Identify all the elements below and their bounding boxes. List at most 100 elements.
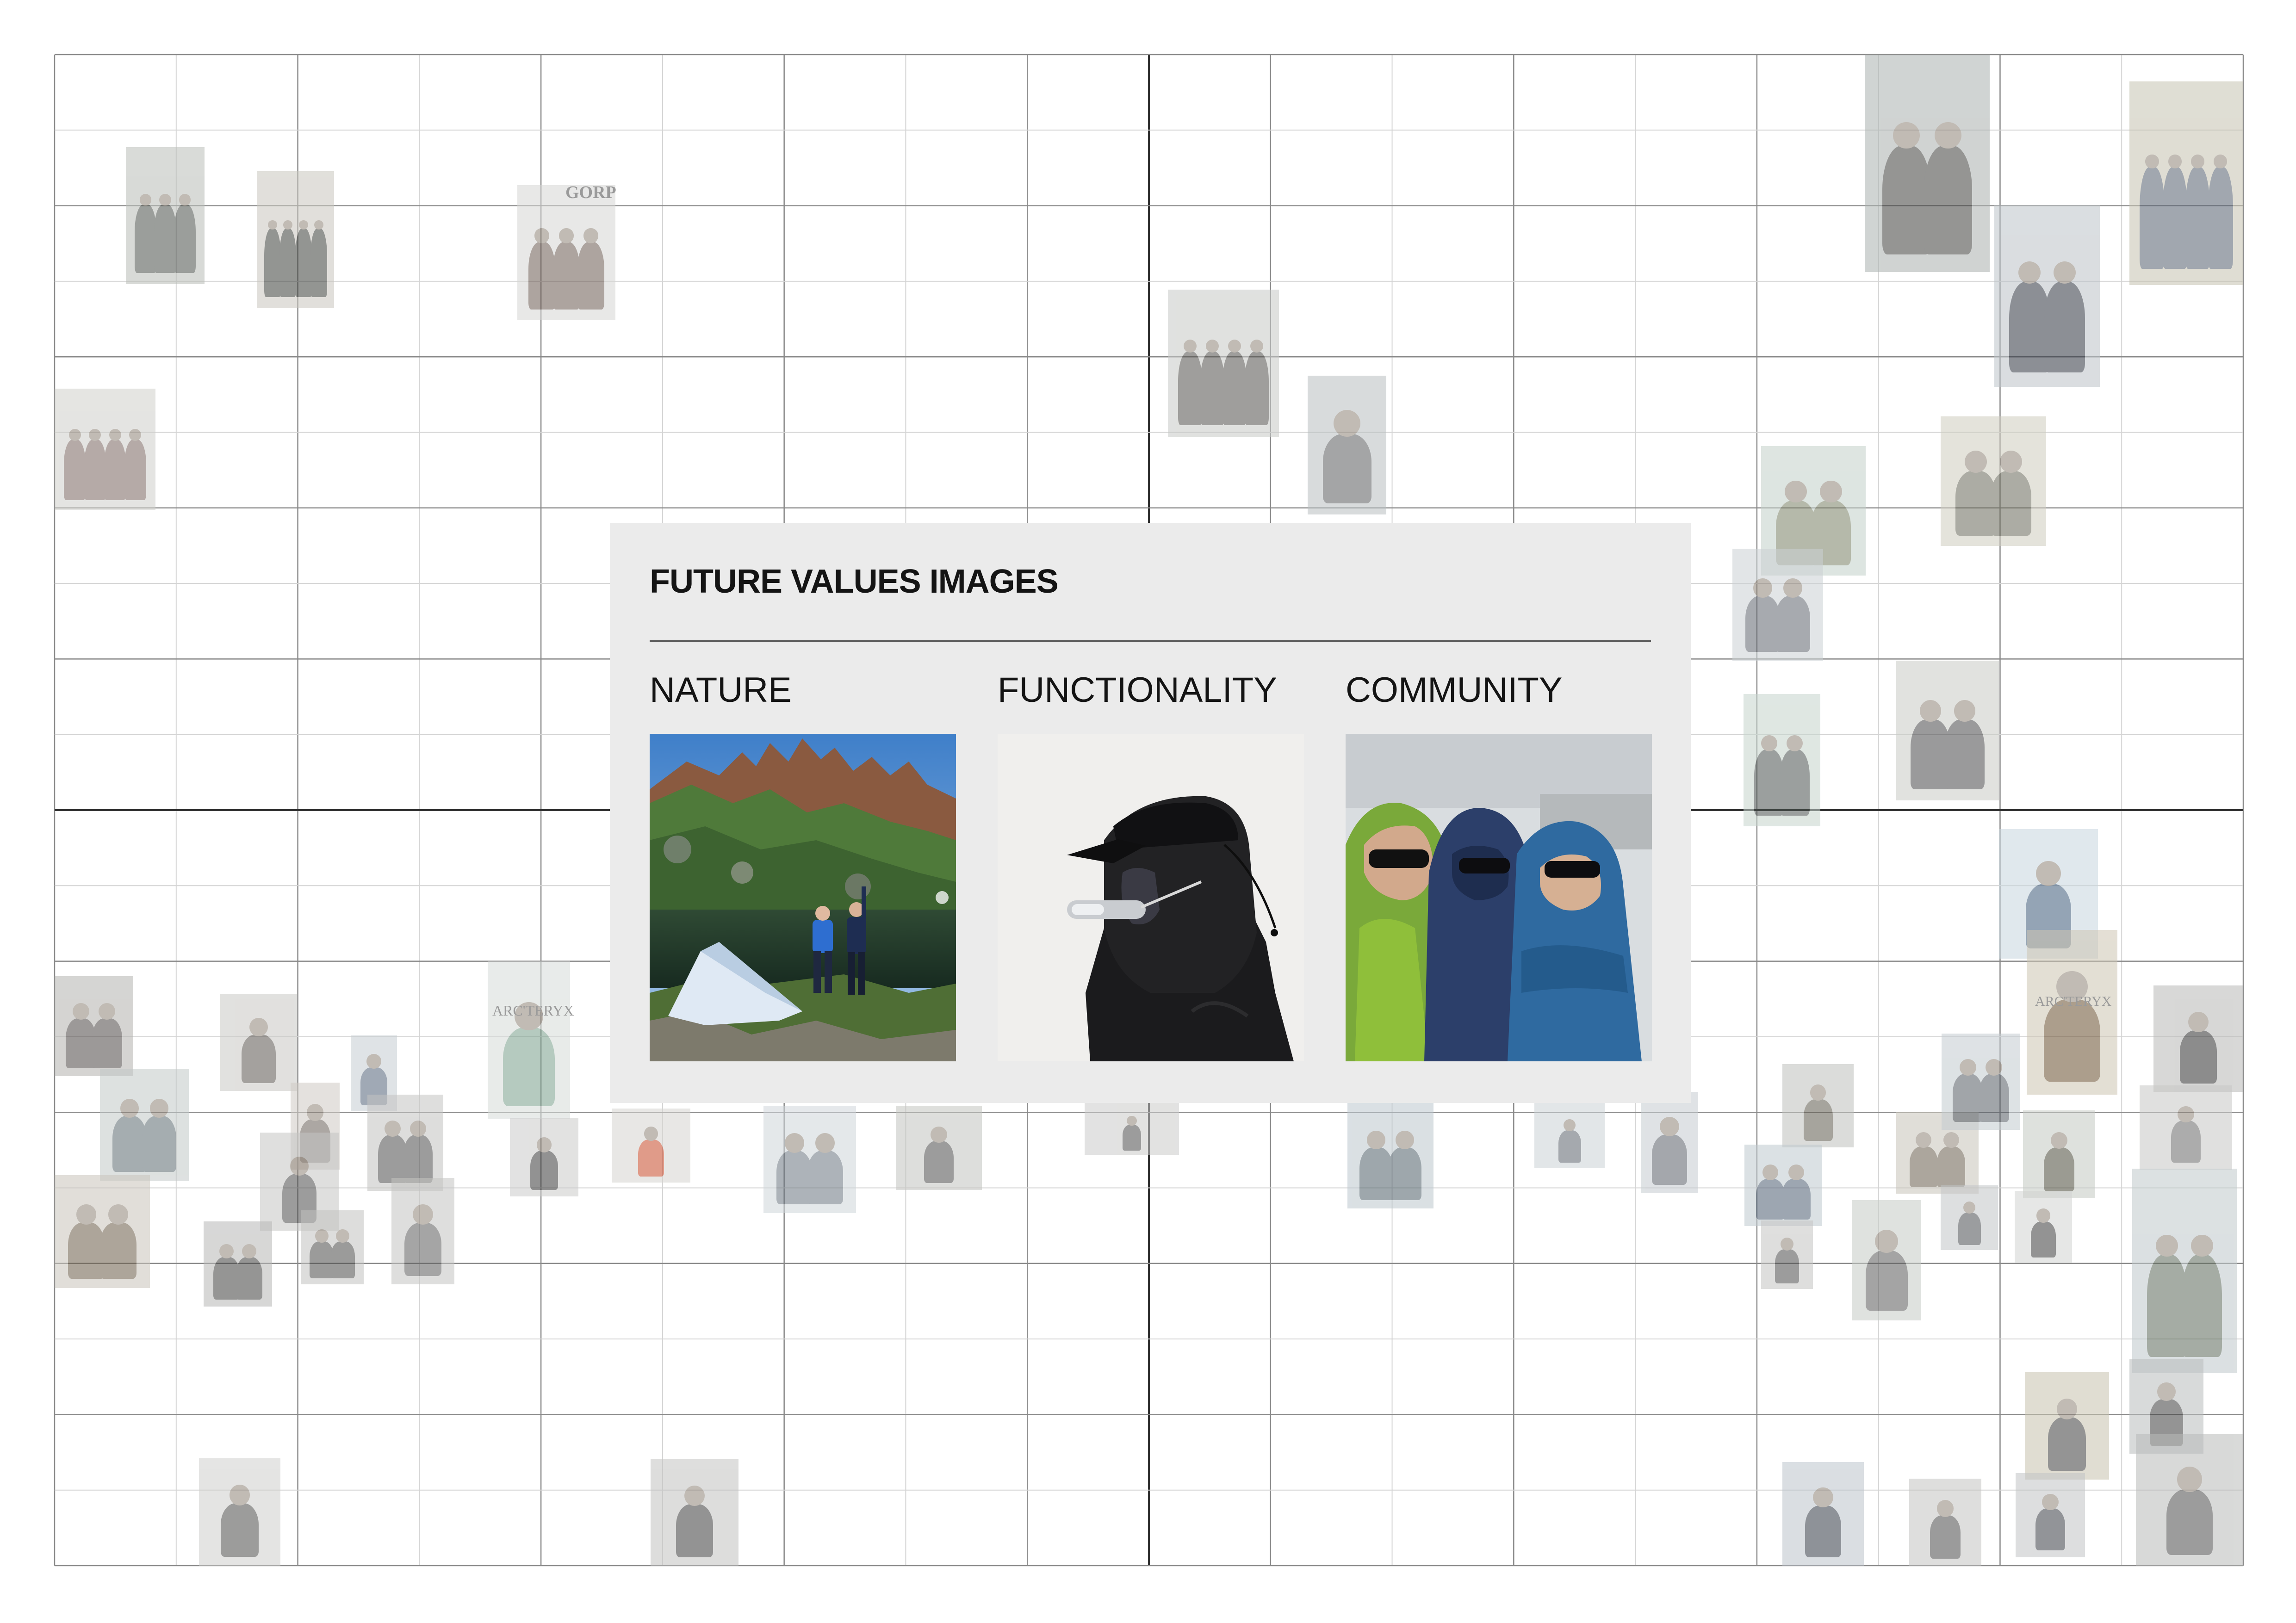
thumbnail-figure-head — [89, 428, 101, 441]
thumbnail-figure-head — [558, 228, 574, 243]
thumbnail-figure — [295, 229, 312, 297]
thumbnail-figure-head — [242, 1244, 257, 1259]
thumbnail-figure-head — [2157, 1382, 2176, 1401]
background-photo-thumbnail — [2129, 81, 2243, 285]
background-photo-thumbnail — [2016, 1473, 2085, 1557]
thumbnail-figure-head — [108, 1204, 129, 1225]
thumbnail-figure-head — [534, 228, 550, 243]
thumbnail-figure-head — [290, 1157, 309, 1176]
thumbnail-figure — [807, 1151, 843, 1205]
background-photo-thumbnail — [1761, 1220, 1813, 1289]
thumbnail-figure-head — [1893, 122, 1920, 149]
thumbnail-figure — [1178, 351, 1203, 425]
thumbnail-figure — [1805, 1505, 1842, 1558]
thumbnail-figure-head — [412, 1204, 434, 1225]
background-photo-thumbnail — [391, 1178, 454, 1284]
thumbnail-figure — [1945, 719, 1985, 789]
thumbnail-figure — [1955, 471, 1996, 536]
thumbnail-figure — [2044, 281, 2085, 372]
thumbnail-figure-head — [99, 1003, 116, 1020]
thumbnail-figure-head — [1813, 1487, 1833, 1508]
thumbnail-figure — [221, 1503, 259, 1557]
alpine-lake-tent-photo[interactable] — [650, 734, 956, 1061]
thumbnail-figure-head — [1964, 451, 1987, 473]
thumbnail-figure — [2140, 167, 2165, 269]
thumbnail-figure-head — [1963, 1201, 1976, 1214]
thumbnail-figure-head — [1183, 339, 1197, 353]
thumbnail-figure — [154, 204, 176, 273]
thumbnail-figure — [2147, 1254, 2187, 1357]
background-photo-thumbnail — [1085, 1103, 1179, 1155]
thumbnail-figure-head — [315, 1229, 329, 1243]
thumbnail-figure — [2009, 281, 2050, 372]
thumbnail-figure-head — [1787, 735, 1803, 751]
thumbnail-figure-head — [72, 1003, 89, 1020]
thumbnail-figure — [213, 1257, 240, 1300]
thumbnail-figure — [638, 1140, 664, 1177]
thumbnail-figure — [552, 242, 580, 310]
thumbnail-figure-head — [1999, 451, 2023, 473]
thumbnail-figure-head — [283, 220, 293, 230]
thumbnail-figure-head — [1228, 339, 1241, 353]
thumbnail-figure-head — [2177, 1467, 2203, 1492]
thumbnail-figure-head — [139, 193, 152, 206]
background-photo-thumbnail — [55, 389, 155, 510]
thumbnail-figure — [1775, 595, 1811, 652]
thumbnail-figure-head — [2214, 155, 2228, 168]
hooded-jacket-sunglasses-photo[interactable] — [998, 734, 1304, 1061]
thumbnail-figure-head — [1205, 339, 1219, 353]
thumbnail-figure — [2048, 1417, 2086, 1471]
thumbnail-figure — [577, 242, 605, 310]
thumbnail-figure — [2182, 1254, 2222, 1357]
background-photo-thumbnail — [257, 171, 334, 308]
thumbnail-figure-head — [76, 1204, 97, 1225]
background-photo-thumbnail — [510, 1118, 578, 1196]
thumbnail-figure — [2043, 999, 2101, 1082]
background-photo-thumbnail — [1782, 1064, 1854, 1147]
three-people-hooded-jackets-photo[interactable] — [1346, 734, 1652, 1061]
thumbnail-figure-head — [336, 1229, 350, 1243]
background-photo-thumbnail — [1347, 1103, 1433, 1208]
thumbnail-figure — [1388, 1147, 1421, 1200]
thumbnail-figure-head — [2036, 861, 2061, 886]
thumbnail-figure-head — [159, 193, 171, 206]
panel-title: FUTURE VALUES IMAGES — [650, 563, 1059, 600]
thumbnail-figure-head — [2036, 1208, 2050, 1223]
thumbnail-figure-head — [2168, 155, 2182, 168]
background-photo-thumbnail — [1744, 1145, 1822, 1226]
future-values-panel: FUTURE VALUES IMAGES NATURE — [610, 523, 1691, 1103]
thumbnail-figure-head — [306, 1104, 324, 1121]
thumbnail-figure — [1651, 1134, 1688, 1185]
thumbnail-figure — [1200, 351, 1225, 425]
thumbnail-figure — [99, 1222, 137, 1279]
background-photo-thumbnail — [260, 1133, 339, 1231]
background-photo-thumbnail — [55, 1175, 150, 1288]
thumbnail-figure — [63, 440, 86, 501]
thumbnail-figure — [1936, 1146, 1966, 1187]
thumbnail-figure-head — [1660, 1116, 1679, 1136]
thumbnail-figure — [1756, 1178, 1785, 1220]
thumbnail-figure-head — [2056, 971, 2088, 1003]
thumbnail-figure — [279, 229, 297, 297]
thumbnail-figure — [142, 1115, 176, 1172]
thumbnail-figure — [1244, 351, 1269, 425]
background-photo-thumbnail — [301, 1210, 364, 1284]
background-photo-thumbnail — [896, 1106, 982, 1190]
thumbnail-figure — [1775, 1249, 1799, 1284]
background-photo-thumbnail — [1782, 1462, 1864, 1566]
thumbnail-figure-head — [1954, 700, 1976, 722]
thumbnail-figure-head — [2042, 1493, 2059, 1510]
thumbnail-figure — [1909, 1146, 1938, 1187]
thumbnail-figure-head — [1783, 578, 1803, 598]
thumbnail-figure — [924, 1141, 954, 1183]
thumbnail-figure — [1745, 595, 1781, 652]
thumbnail-figure-head — [1762, 1165, 1778, 1181]
thumbnail-figure — [2030, 1221, 2056, 1258]
thumbnail-figure — [1952, 1074, 1983, 1122]
thumbnail-figure-head — [2191, 1234, 2213, 1257]
background-photo-thumbnail — [220, 994, 297, 1091]
background-photo-thumbnail — [2027, 930, 2117, 1095]
background-photo-thumbnail — [1942, 1034, 2020, 1130]
background-photo-thumbnail — [1744, 694, 1820, 826]
thumbnail-figure-head — [515, 1002, 543, 1030]
